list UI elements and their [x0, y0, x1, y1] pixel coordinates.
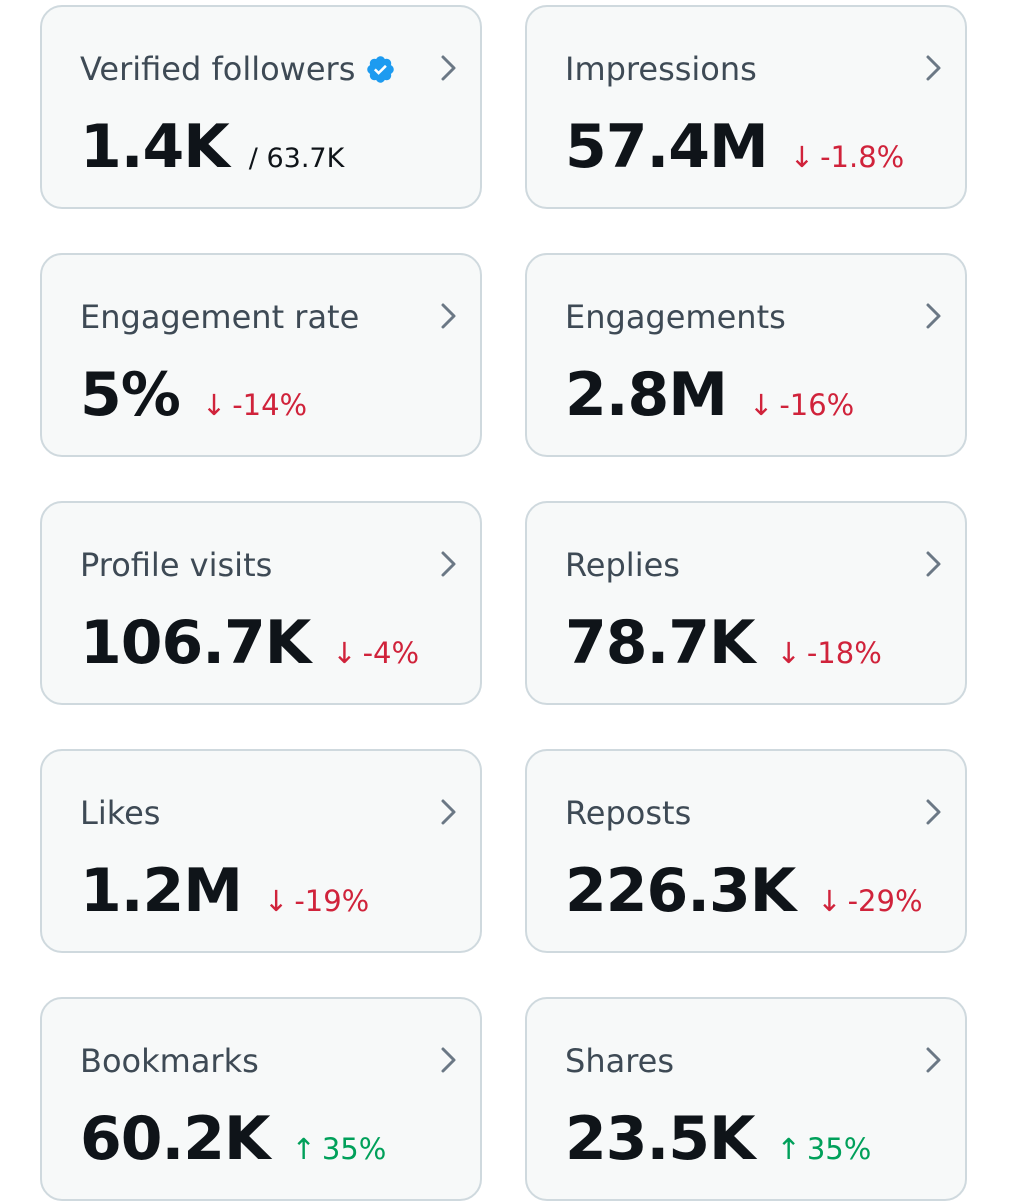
card-label: Engagement rate	[80, 298, 360, 336]
metric-card-verified-followers[interactable]: Verified followers 1.4K / 63.7K	[40, 5, 482, 209]
metric-card-shares[interactable]: Shares 23.5K ↑ 35%	[525, 997, 967, 1201]
change-value: -14%	[232, 388, 308, 422]
change-value: -16%	[779, 388, 855, 422]
change-value: -1.8%	[820, 140, 905, 174]
value-row: 1.4K / 63.7K	[80, 105, 344, 189]
metric-card-profile-visits[interactable]: Profile visits 106.7K ↓ -4%	[40, 501, 482, 705]
value-row: 2.8M ↓ -16%	[565, 353, 854, 437]
down-arrow-icon: ↓	[789, 140, 815, 174]
metric-value: 78.7K	[565, 608, 756, 678]
metric-total: / 63.7K	[248, 143, 345, 174]
card-title: Verified followers	[80, 45, 396, 93]
card-label: Shares	[565, 1042, 675, 1080]
value-row: 23.5K ↑ 35%	[565, 1097, 871, 1181]
card-title: Engagements	[565, 293, 786, 341]
value-row: 5% ↓ -14%	[80, 353, 307, 437]
metric-card-engagements[interactable]: Engagements 2.8M ↓ -16%	[525, 253, 967, 457]
change-indicator: ↓ -1.8%	[790, 140, 904, 174]
card-label: Replies	[565, 546, 680, 584]
up-arrow-icon: ↑	[291, 1132, 316, 1166]
card-label: Verified followers	[80, 50, 356, 88]
down-arrow-icon: ↓	[817, 884, 842, 918]
metric-value: 5%	[80, 360, 181, 430]
metric-value: 226.3K	[565, 856, 796, 926]
card-title: Likes	[80, 789, 160, 837]
card-label: Likes	[80, 794, 161, 832]
chevron-right-icon[interactable]	[438, 795, 460, 829]
change-indicator: ↑ 35%	[292, 1132, 387, 1166]
value-row: 60.2K ↑ 35%	[80, 1097, 386, 1181]
metric-value: 106.7K	[80, 608, 311, 678]
metric-card-impressions[interactable]: Impressions 57.4M ↓ -1.8%	[525, 5, 967, 209]
chevron-right-icon[interactable]	[923, 299, 945, 333]
chevron-right-icon[interactable]	[923, 1043, 945, 1077]
card-label: Engagements	[565, 298, 786, 336]
down-arrow-icon: ↓	[776, 636, 801, 670]
down-arrow-icon: ↓	[201, 388, 227, 422]
card-title: Engagement rate	[80, 293, 359, 341]
chevron-right-icon[interactable]	[438, 51, 460, 85]
value-row: 106.7K ↓ -4%	[80, 601, 419, 685]
card-label: Profile visits	[80, 546, 273, 584]
metric-value: 60.2K	[80, 1104, 271, 1174]
value-row: 226.3K ↓ -29%	[565, 849, 923, 933]
metric-card-replies[interactable]: Replies 78.7K ↓ -18%	[525, 501, 967, 705]
down-arrow-icon: ↓	[332, 636, 357, 670]
metric-card-likes[interactable]: Likes 1.2M ↓ -19%	[40, 749, 482, 953]
down-arrow-icon: ↓	[264, 884, 289, 918]
value-row: 57.4M ↓ -1.8%	[565, 105, 904, 189]
change-indicator: ↑ 35%	[777, 1132, 872, 1166]
change-indicator: ↓ -16%	[749, 388, 854, 422]
chevron-right-icon[interactable]	[923, 547, 945, 581]
metric-value: 1.4K	[80, 112, 230, 182]
metric-value: 57.4M	[565, 112, 769, 182]
metric-value: 23.5K	[565, 1104, 756, 1174]
card-title: Bookmarks	[80, 1037, 259, 1085]
value-row: 78.7K ↓ -18%	[565, 601, 882, 685]
change-value: -18%	[806, 636, 882, 670]
card-label: Bookmarks	[80, 1042, 259, 1080]
metric-value: 1.2M	[80, 856, 243, 926]
card-label: Impressions	[565, 50, 757, 88]
metric-card-reposts[interactable]: Reposts 226.3K ↓ -29%	[525, 749, 967, 953]
change-indicator: ↓ -4%	[332, 636, 419, 670]
chevron-right-icon[interactable]	[438, 1043, 460, 1077]
card-title: Replies	[565, 541, 680, 589]
chevron-right-icon[interactable]	[438, 299, 460, 333]
chevron-right-icon[interactable]	[923, 51, 945, 85]
card-title: Profile visits	[80, 541, 272, 589]
down-arrow-icon: ↓	[749, 388, 774, 422]
metric-card-engagement-rate[interactable]: Engagement rate 5% ↓ -14%	[40, 253, 482, 457]
card-title: Impressions	[565, 45, 757, 93]
change-value: -19%	[294, 884, 370, 918]
change-value: 35%	[806, 1132, 872, 1166]
change-value: -29%	[847, 884, 923, 918]
change-indicator: ↓ -14%	[202, 388, 307, 422]
change-value: 35%	[321, 1132, 387, 1166]
up-arrow-icon: ↑	[776, 1132, 801, 1166]
chevron-right-icon[interactable]	[923, 795, 945, 829]
card-label: Reposts	[565, 794, 692, 832]
change-indicator: ↓ -19%	[264, 884, 369, 918]
change-value: -4%	[362, 636, 420, 670]
change-indicator: ↓ -18%	[777, 636, 882, 670]
chevron-right-icon[interactable]	[438, 547, 460, 581]
value-row: 1.2M ↓ -19%	[80, 849, 369, 933]
metric-card-bookmarks[interactable]: Bookmarks 60.2K ↑ 35%	[40, 997, 482, 1201]
card-title: Reposts	[565, 789, 691, 837]
verified-badge-icon	[365, 54, 396, 85]
card-title: Shares	[565, 1037, 674, 1085]
metric-value: 2.8M	[565, 360, 728, 430]
change-indicator: ↓ -29%	[817, 884, 922, 918]
